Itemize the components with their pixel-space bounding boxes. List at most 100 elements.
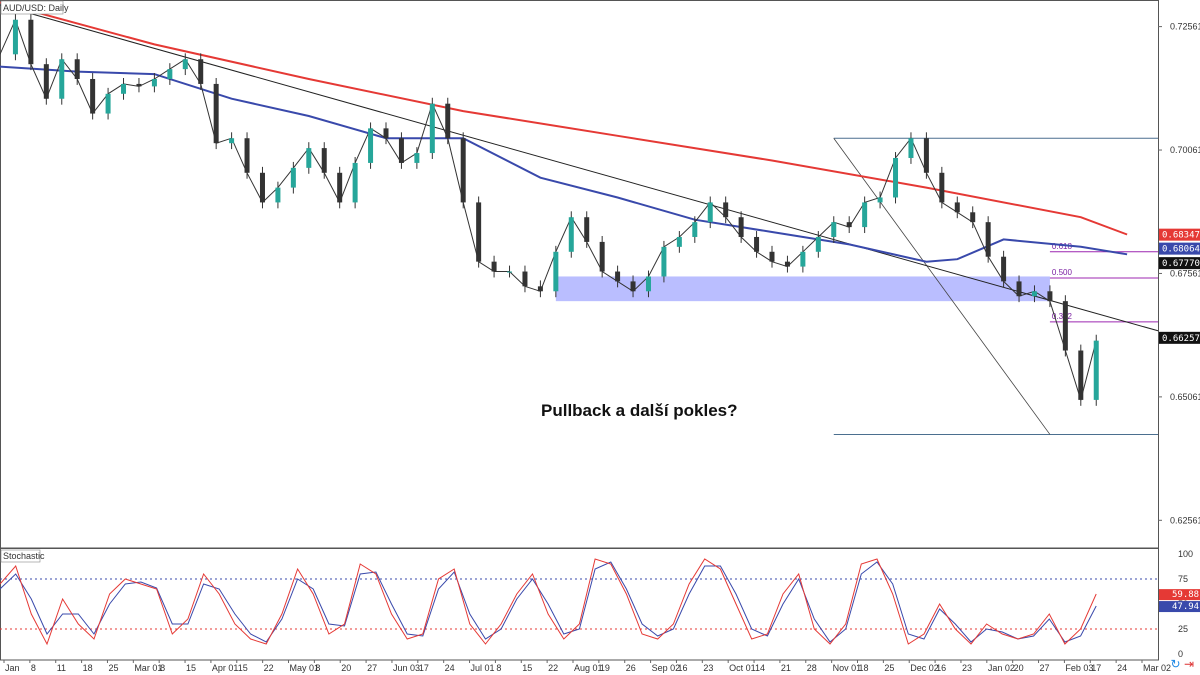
candle-body — [321, 148, 327, 173]
time-tick-label: 16 — [936, 663, 946, 673]
candle-body — [105, 93, 111, 114]
candle-body — [337, 172, 343, 203]
candle-body — [723, 202, 729, 218]
fib-level-label: 0.500 — [1052, 268, 1073, 277]
candle-body — [12, 19, 18, 55]
candle-body — [831, 222, 837, 237]
stoch-tag-box — [1159, 589, 1200, 601]
time-tick-label: Aug 01 — [574, 663, 603, 673]
candle-body — [661, 246, 667, 277]
candle-body — [43, 64, 49, 99]
candle-body — [491, 261, 497, 272]
time-tick-label: 20 — [1014, 663, 1024, 673]
candle-body — [954, 202, 960, 213]
candle-body — [599, 241, 605, 272]
candle-body — [568, 217, 574, 252]
candle-body — [507, 271, 513, 273]
candle-body — [692, 222, 698, 237]
time-tick-label: 18 — [859, 663, 869, 673]
time-tick-label: 26 — [626, 663, 636, 673]
time-tick-label: 25 — [884, 663, 894, 673]
candle-body — [985, 222, 991, 257]
sync-icon[interactable]: ↻ — [1170, 657, 1181, 671]
candle-body — [383, 128, 389, 139]
stoch-tag-box — [1159, 601, 1200, 613]
candle-body — [167, 69, 173, 79]
price-tag-box — [1159, 257, 1200, 270]
time-tick-label: 23 — [962, 663, 972, 673]
candle-body — [213, 83, 219, 144]
fib-level-label: 0.382 — [1052, 312, 1073, 321]
candle-body — [90, 78, 96, 114]
time-tick-label: 25 — [108, 663, 118, 673]
price-tick-label: 0.67561 — [1170, 268, 1200, 278]
candle-body — [939, 172, 945, 203]
candle-body — [908, 138, 914, 158]
fib-level-label: 0.618 — [1052, 242, 1073, 251]
candle-body — [553, 251, 559, 292]
price-tag-box — [1159, 242, 1200, 255]
price-tag-label: 0.68347 — [1162, 231, 1200, 241]
candle-body — [229, 138, 235, 144]
time-tick-label: 8 — [315, 663, 320, 673]
time-tick-label: 16 — [677, 663, 687, 673]
candle-body — [1016, 281, 1022, 297]
stoch-tick-label: 0 — [1178, 649, 1183, 659]
price-tag-box — [1159, 228, 1200, 241]
time-tick-label: Mar 02 — [1143, 663, 1171, 673]
main-price-plot[interactable]: 0.618 0.500 0.382 — [0, 0, 1159, 549]
candle-body — [1001, 256, 1007, 282]
time-tick-label: 24 — [445, 663, 455, 673]
time-tick-label: 8 — [160, 663, 165, 673]
series-line-price — [0, 18, 1097, 402]
symbol-label: AUD/USD: Daily — [3, 3, 69, 13]
time-tick-label: 17 — [419, 663, 429, 673]
candle-body — [1047, 291, 1053, 302]
time-tick-label: 8 — [496, 663, 501, 673]
stochastic-label-box — [0, 549, 41, 563]
time-tick-label: 27 — [1040, 663, 1050, 673]
candle-body — [862, 202, 868, 228]
time-tick-label: 28 — [807, 663, 817, 673]
time-tick-label: 8 — [31, 663, 36, 673]
candle-body — [259, 172, 265, 203]
time-tick-label: 18 — [83, 663, 93, 673]
time-tick-label: 27 — [367, 663, 377, 673]
time-tick-label: May 01 — [290, 663, 320, 673]
candle-body — [784, 261, 790, 267]
time-tick-label: 23 — [703, 663, 713, 673]
candle-body — [445, 103, 451, 139]
candle-body — [846, 222, 852, 228]
stoch-tag-label: 47.94 — [1172, 602, 1199, 612]
candle-body — [352, 162, 358, 203]
stoch-tag-label: 59.88 — [1172, 590, 1199, 600]
time-tick-label: 20 — [341, 663, 351, 673]
stochastic-label: Stochastic — [3, 551, 45, 561]
candle-body — [429, 103, 435, 154]
time-tick-label: Sep 02 — [652, 663, 681, 673]
stoch-tick-label: 100 — [1178, 549, 1193, 559]
time-tick-label: 15 — [522, 663, 532, 673]
time-tick-label: 17 — [1091, 663, 1101, 673]
time-tick-label: Nov 01 — [833, 663, 862, 673]
stoch-tick-label: 25 — [1178, 624, 1188, 634]
price-axis: 0.72561 0.70061 0.67561 0.65061 0.62561 0.683… — [1158, 22, 1200, 525]
arrow-out-icon[interactable]: ⇥ — [1183, 657, 1194, 671]
price-tick-label: 0.70061 — [1170, 145, 1200, 155]
stoch-tick-label: 75 — [1178, 574, 1188, 584]
time-tick-label: 15 — [238, 663, 248, 673]
candle-body — [414, 153, 420, 163]
time-tick-label: 21 — [781, 663, 791, 673]
candle-body — [877, 197, 883, 203]
time-tick-label: 24 — [1117, 663, 1127, 673]
candle-body — [182, 59, 188, 70]
candle-body — [630, 281, 636, 292]
price-tick-label: 0.62561 — [1170, 515, 1200, 525]
price-tag-box — [1159, 331, 1200, 344]
candle-body — [136, 83, 142, 87]
candle-body — [28, 19, 34, 65]
price-tick-label: 0.72561 — [1170, 22, 1200, 32]
